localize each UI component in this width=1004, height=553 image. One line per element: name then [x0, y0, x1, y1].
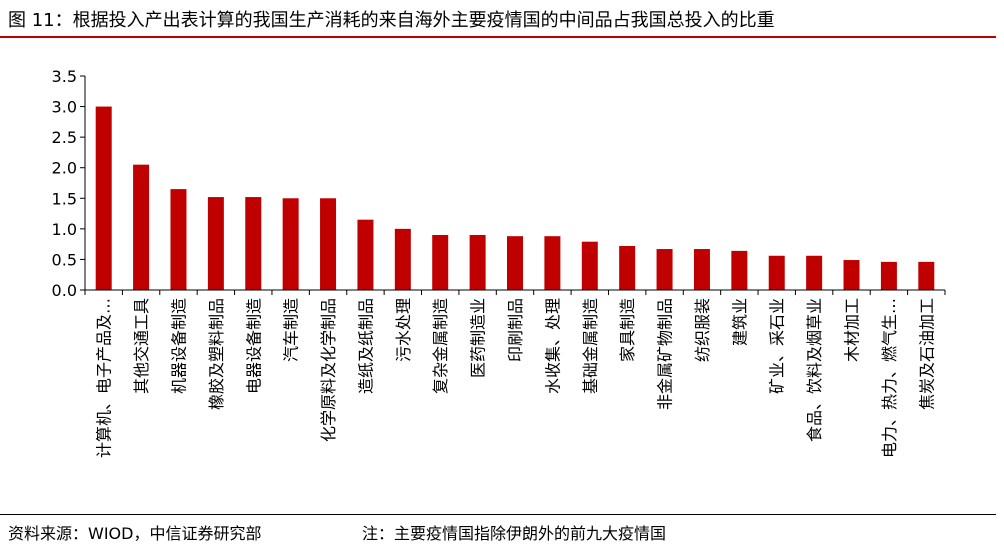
title-rule [0, 36, 996, 38]
category-label: 污水处理 [394, 298, 413, 362]
category-label: 焦炭及石油加工 [917, 298, 936, 410]
x-axis [84, 289, 946, 295]
category-labels: 计算机、电子产品及… 其他交通工具 机器设备制造 橡胶及塑料制品 电器设备制造 汽车制造化… [95, 298, 937, 458]
bar [394, 228, 411, 290]
figure-title: 图 11：根据投入产出表计算的我国生产消耗的来自海外主要疫情国的中间品占我国总投… [8, 10, 775, 31]
category-label: 印刷制品 [506, 298, 525, 362]
bar [282, 198, 299, 290]
bar [170, 189, 187, 290]
bar [918, 261, 935, 290]
y-tick-label: 0.0 [52, 281, 77, 300]
y-tick-label: 2.5 [52, 128, 77, 147]
bar [806, 255, 823, 290]
bar [357, 219, 374, 290]
bar [544, 236, 561, 290]
y-tick-label: 3.0 [52, 98, 77, 117]
footer-rule [0, 514, 996, 515]
title-bar: 图 11：根据投入产出表计算的我国生产消耗的来自海外主要疫情国的中间品占我国总投… [0, 0, 1004, 38]
category-label: 电力、热力、燃气生… [880, 298, 899, 458]
category-label: 食品、饮料及烟草业 [805, 298, 824, 442]
category-label: 橡胶及塑料制品 [207, 298, 226, 410]
bar [320, 198, 337, 290]
category-label: 水收集、处理 [543, 298, 562, 394]
y-tick-label: 3.5 [52, 67, 77, 86]
y-tick-label: 0.5 [52, 250, 77, 269]
bar [95, 106, 112, 290]
y-axis: 0.0 0.5 1.0 1.5 2.0 2.5 3.0 3.5 [52, 67, 86, 300]
bar [768, 255, 785, 290]
bar [731, 250, 748, 290]
category-label: 医药制造业 [469, 298, 488, 378]
category-label: 电器设备制造 [244, 298, 263, 394]
y-tick-label: 1.0 [52, 220, 77, 239]
bar [693, 249, 710, 290]
y-tick-label: 1.5 [52, 189, 77, 208]
category-label: 机器设备制造 [169, 298, 188, 394]
category-label: 木材加工 [843, 298, 862, 362]
y-tick-label: 2.0 [52, 159, 77, 178]
bars [95, 106, 935, 290]
category-label: 其他交通工具 [132, 298, 151, 394]
category-label: 复杂金属制造 [431, 298, 450, 394]
bar [207, 197, 224, 290]
bar [581, 241, 598, 290]
category-label: 汽车制造 [282, 298, 301, 362]
category-label: 建筑业 [730, 298, 749, 346]
bar [432, 234, 449, 290]
bar [245, 197, 262, 290]
category-label: 矿业、采石业 [768, 298, 787, 394]
category-label: 纺织服装 [693, 298, 712, 362]
bar [507, 236, 523, 290]
bar [880, 261, 897, 290]
category-label: 造纸及纸制品 [356, 298, 375, 394]
category-label: 非金属矿物制品 [656, 298, 675, 410]
source-text: 资料来源：WIOD，中信证券研究部 [8, 524, 262, 543]
bar [619, 245, 636, 290]
bar [656, 249, 673, 290]
bar [133, 164, 150, 290]
bar [469, 234, 486, 290]
bar [843, 260, 860, 290]
category-label: 化学原料及化学制品 [319, 298, 338, 442]
note-text: 注：主要疫情国指除伊朗外的前九大疫情国 [362, 524, 667, 543]
category-label: 计算机、电子产品及… [95, 298, 114, 458]
category-label: 家具制造 [618, 298, 637, 362]
category-label: 基础金属制造 [581, 298, 600, 394]
